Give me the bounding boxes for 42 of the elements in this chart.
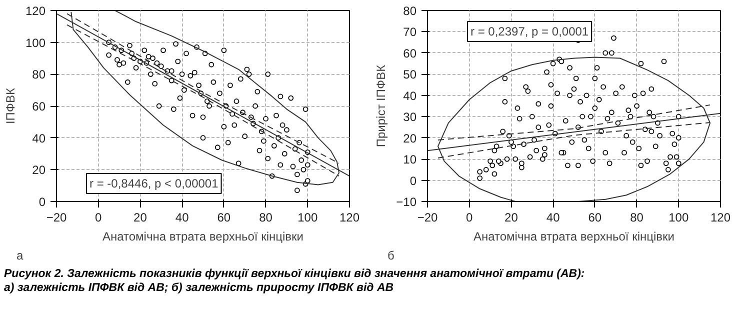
- x-tick-label: 120: [710, 210, 731, 224]
- x-tick-label: 20: [504, 210, 518, 224]
- y-tick-label: 60: [32, 100, 46, 114]
- y-tick-label: −10: [396, 195, 417, 209]
- x-tick-label: 40: [546, 210, 560, 224]
- x-tick-label: 0: [95, 210, 102, 224]
- x-tick-label: −20: [46, 210, 68, 224]
- x-tick-label: 80: [630, 210, 644, 224]
- text: б: [388, 248, 394, 262]
- annotation: r = -0,8446, p < 0,00001: [90, 176, 219, 190]
- y-axis-title: ІПФВК: [3, 88, 18, 124]
- x-tick-label: 0: [466, 210, 474, 224]
- y-tick-label: 80: [403, 4, 417, 18]
- annotation: r = 0,2397, p = 0,0001: [470, 24, 589, 38]
- x-tick-label: 60: [588, 210, 602, 224]
- text: а: [16, 248, 24, 262]
- y-tick-label: 80: [32, 68, 46, 82]
- y-tick-label: 20: [403, 131, 417, 146]
- x-tick-label: 100: [668, 210, 689, 224]
- y-tick-label: 0: [38, 195, 46, 209]
- text: Рисунок 2. Залежність показників функції верхньої кінцівки від значення анатомічної втрати (АВ): а) залежність ІПФВК від АВ; б) залежність приросту ІПФВК від АВ: [4, 267, 585, 296]
- y-tick-label: 20: [32, 163, 46, 178]
- x-tick-label: 60: [217, 210, 231, 224]
- y-tick-label: 0: [410, 174, 417, 188]
- x-axis-title: Анатомічна втрата верхньої кінцівки: [102, 230, 304, 244]
- y-tick-label: 10: [403, 152, 417, 167]
- y-tick-label: 70: [403, 25, 417, 40]
- y-tick-label: 100: [25, 36, 46, 50]
- y-tick-label: 50: [403, 68, 417, 82]
- y-tick-label: 30: [403, 110, 417, 124]
- y-tick-label: 40: [32, 131, 46, 146]
- x-axis-title: Анатомічна втрата верхньої кінцівки: [473, 230, 675, 244]
- y-tick-label: 60: [403, 46, 417, 60]
- y-tick-label: 120: [25, 4, 46, 18]
- x-tick-label: 100: [298, 210, 318, 224]
- x-tick-label: 20: [134, 210, 148, 224]
- x-tick-label: −20: [417, 210, 438, 224]
- y-tick-label: 40: [403, 88, 417, 103]
- x-tick-label: 120: [339, 210, 360, 224]
- y-axis-title: Приріст ІПФВК: [374, 64, 388, 148]
- x-tick-label: 40: [175, 210, 190, 224]
- x-tick-label: 80: [259, 210, 273, 224]
